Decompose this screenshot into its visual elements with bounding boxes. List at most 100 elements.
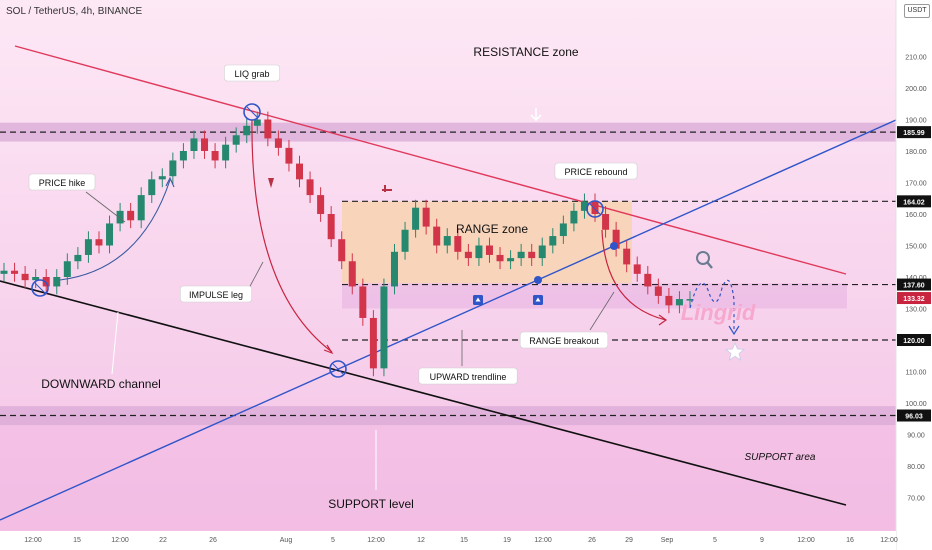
price-level-tag-text-1: 164.02 xyxy=(903,199,925,206)
price-level-tag-4 xyxy=(897,334,931,346)
star-icon xyxy=(724,341,746,361)
candle-body xyxy=(369,317,377,369)
magnifier-handle xyxy=(706,261,713,269)
candle-body xyxy=(401,229,409,252)
price-level-tag-5 xyxy=(897,409,931,422)
candle-body xyxy=(264,119,272,139)
candle-body xyxy=(253,119,261,126)
magnifier-icon xyxy=(696,251,710,265)
x-tick-label: 26 xyxy=(209,537,217,544)
candle-body xyxy=(528,251,536,259)
descending-resistance-line xyxy=(14,45,847,275)
candle-body xyxy=(443,236,451,246)
pivot-circle-3 xyxy=(586,200,604,218)
down-mark-icon xyxy=(268,178,274,188)
resistance-zone-text: RESISTANCE zone xyxy=(473,45,578,59)
y-tick-label: 80.00 xyxy=(907,464,925,471)
projection-arrow-head xyxy=(728,325,740,336)
price-level-tag-1 xyxy=(897,195,931,208)
support-shade xyxy=(0,415,896,549)
candle-body xyxy=(433,226,441,246)
price-hike-arrowhead xyxy=(165,176,175,188)
x-tick-label: 12:00 xyxy=(534,537,552,544)
candle-body xyxy=(507,258,515,262)
zone-band-0 xyxy=(0,122,896,142)
x-tick-label: 16 xyxy=(846,537,854,544)
currency-badge[interactable]: USDT xyxy=(904,4,930,18)
candle-body xyxy=(285,147,293,164)
x-tick-label: 5 xyxy=(331,537,335,544)
liq-grab-label-bg xyxy=(224,64,280,82)
y-tick-label: 70.00 xyxy=(907,496,925,503)
candle-body xyxy=(675,299,683,306)
candle-body xyxy=(84,239,92,255)
price-level-tag-text-5: 96.03 xyxy=(905,414,923,421)
candle-body xyxy=(95,239,103,246)
candle-body xyxy=(116,210,124,224)
candle-body xyxy=(412,207,420,230)
y-tick-label: 160.00 xyxy=(905,212,927,219)
y-tick-label: 100.00 xyxy=(905,401,927,408)
upward-trendline-label: UPWARD trendline xyxy=(418,367,518,385)
x-tick-label: 15 xyxy=(73,537,81,544)
candle-body xyxy=(338,239,346,262)
price-hike-label: PRICE hike xyxy=(28,173,96,191)
x-tick-label: 12 xyxy=(417,537,425,544)
candle-body xyxy=(232,135,240,145)
y-tick-label: 200.00 xyxy=(905,86,927,93)
symbol-line: SOL / TetherUS, 4h, BINANCE xyxy=(6,6,143,17)
y-tick-label: 210.00 xyxy=(905,55,927,62)
candle-body xyxy=(169,160,177,177)
candle-body xyxy=(496,254,504,262)
candle-body xyxy=(538,245,546,259)
price-level-tag-text-4: 120.00 xyxy=(903,338,925,345)
candle-body xyxy=(475,245,483,259)
x-tick-label: 26 xyxy=(588,537,596,544)
candle-body xyxy=(32,277,40,281)
impulse-leg-label-bg xyxy=(180,285,253,303)
watermark-text: Lingrid xyxy=(681,300,756,325)
up-marker-arrow-1 xyxy=(535,297,541,302)
candle-body xyxy=(517,251,525,259)
candle-body xyxy=(306,179,314,196)
candle-body xyxy=(570,210,578,224)
price-level-tag-0 xyxy=(897,126,931,139)
candle-body xyxy=(274,138,282,148)
candle-body xyxy=(612,229,620,249)
y-tick-label: 140.00 xyxy=(905,275,927,282)
y-tick-label: 90.00 xyxy=(907,433,925,440)
candle-body xyxy=(296,163,304,180)
price-level-tag-2 xyxy=(897,278,931,291)
x-tick-label: 15 xyxy=(460,537,468,544)
candle-body xyxy=(148,179,156,196)
x-tick-label: 29 xyxy=(625,537,633,544)
impulse-leg-label: IMPULSE leg xyxy=(180,285,253,303)
impulse-leg-label-text: IMPULSE leg xyxy=(189,290,243,300)
candle-body xyxy=(665,295,673,306)
price-rebound-label-bg xyxy=(554,162,638,180)
y-tick-label: 170.00 xyxy=(905,181,927,188)
x-tick-label: 9 xyxy=(760,537,764,544)
pivot-circle-0 xyxy=(31,279,49,297)
time-axis-bg xyxy=(0,531,896,550)
x-tick-label: Sep xyxy=(661,537,674,544)
candle-body xyxy=(63,261,71,277)
x-tick-label: 22 xyxy=(159,537,167,544)
candle-body xyxy=(454,236,462,252)
projection-path xyxy=(689,279,735,332)
candle-body xyxy=(106,223,114,246)
candle-body xyxy=(464,251,472,259)
price-level-tag-text-3: 133.32 xyxy=(903,296,925,303)
y-tick-label: 150.00 xyxy=(905,244,927,251)
candle-body xyxy=(127,210,135,221)
liq-grab-label: LIQ grab xyxy=(224,64,280,82)
candle-body xyxy=(222,144,230,161)
candle-body xyxy=(137,195,145,221)
candle-body xyxy=(422,207,430,227)
price-level-tag-text-2: 137.60 xyxy=(903,283,925,290)
candle-body xyxy=(485,245,493,255)
impulse-pointer xyxy=(247,261,264,291)
range-zone-text: RANGE zone xyxy=(456,222,528,236)
range-breakout-label: RANGE breakout xyxy=(519,331,609,349)
